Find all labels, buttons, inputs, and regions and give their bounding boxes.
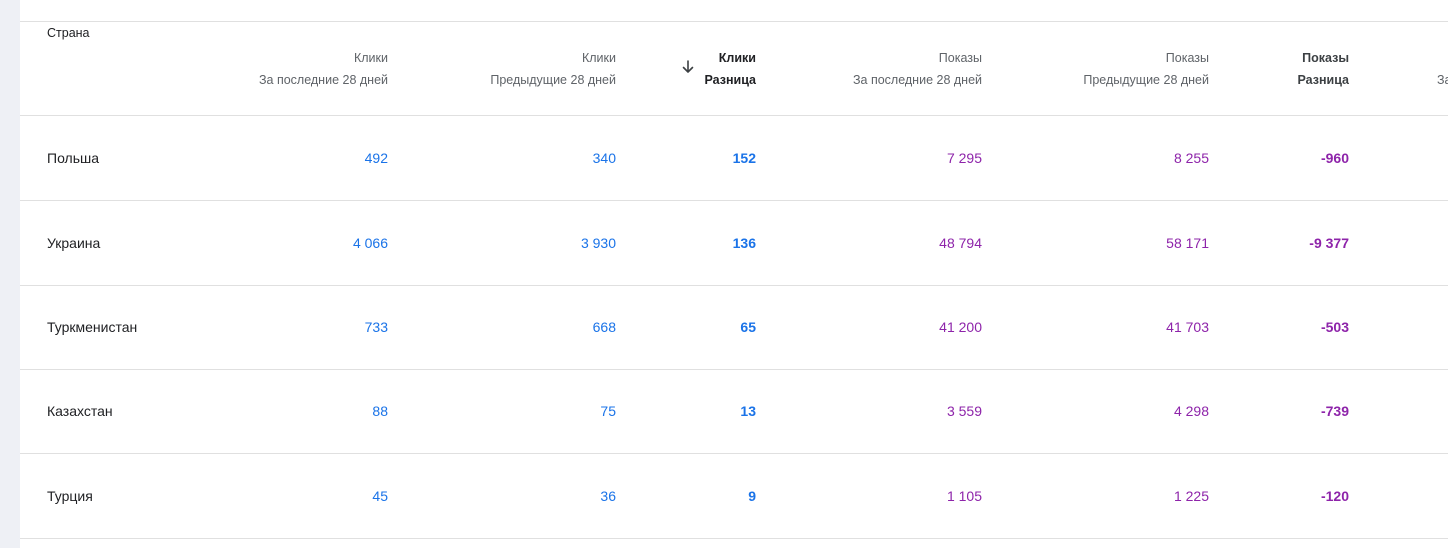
header-clicks-last-28[interactable]: Клики За последние 28 дней	[258, 50, 388, 87]
divider	[20, 21, 1448, 22]
impressions-last-value: 1 105	[946, 488, 982, 504]
clicks-diff-value: 136	[732, 235, 756, 251]
impressions-last-value: 41 200	[939, 319, 982, 335]
clicks-diff-value: 9	[748, 488, 756, 504]
clicks-last-value: 733	[364, 319, 388, 335]
header-impressions-diff[interactable]: Показы Разница	[1297, 50, 1349, 87]
table-row[interactable]: Украина 4 066 3 930 136 48 794 58 171 -9…	[20, 201, 1448, 286]
header-clicks-prev-28[interactable]: Клики Предыдущие 28 дней	[490, 50, 616, 87]
clicks-prev-value: 36	[600, 488, 616, 504]
impressions-diff-value: -739	[1320, 403, 1349, 419]
clicks-last-value: 4 066	[352, 235, 388, 251]
header-impressions-prev-28[interactable]: Показы Предыдущие 28 дней	[1083, 50, 1209, 87]
impressions-prev-value: 41 703	[1166, 319, 1209, 335]
clicks-last-value: 492	[364, 150, 388, 166]
impressions-last-value: 3 559	[946, 403, 982, 419]
clicks-last-value: 45	[372, 488, 388, 504]
impressions-prev-value: 8 255	[1173, 150, 1209, 166]
impressions-last-value: 7 295	[946, 150, 982, 166]
table-header: Страна Клики За последние 28 дней Клики …	[20, 22, 1448, 116]
table-row[interactable]: Казахстан 88 75 13 3 559 4 298 -739	[20, 369, 1448, 454]
impressions-diff-value: -503	[1320, 319, 1349, 335]
impressions-diff-value: -9 377	[1309, 235, 1349, 251]
clicks-prev-value: 3 930	[580, 235, 616, 251]
clicks-diff-value: 13	[740, 403, 756, 419]
clicks-prev-value: 75	[600, 403, 616, 419]
country-name: Туркменистан	[47, 319, 138, 335]
clicks-diff-value: 65	[740, 319, 756, 335]
header-country[interactable]: Страна	[47, 26, 90, 40]
clicks-prev-value: 340	[592, 150, 616, 166]
table-row[interactable]: Турция 45 36 9 1 105 1 225 -120	[20, 454, 1448, 539]
impressions-prev-value: 1 225	[1173, 488, 1209, 504]
clicks-diff-value: 152	[732, 150, 756, 166]
country-table-panel: Страна Клики За последние 28 дней Клики …	[20, 0, 1448, 548]
table-row[interactable]: Польша 492 340 152 7 295 8 255 -960	[20, 116, 1448, 201]
impressions-prev-value: 4 298	[1173, 403, 1209, 419]
arrow-down-icon[interactable]	[681, 59, 695, 75]
table-row[interactable]: Туркменистан 733 668 65 41 200 41 703 -5…	[20, 285, 1448, 370]
impressions-diff-value: -120	[1320, 488, 1349, 504]
clicks-last-value: 88	[372, 403, 388, 419]
country-name: Казахстан	[47, 403, 113, 419]
header-clicks-diff[interactable]: Клики Разница	[704, 50, 756, 87]
country-name: Турция	[47, 488, 93, 504]
clicks-prev-value: 668	[592, 319, 616, 335]
impressions-prev-value: 58 171	[1166, 235, 1209, 251]
impressions-diff-value: -960	[1320, 150, 1349, 166]
left-sidebar-strip	[0, 0, 20, 548]
country-name: Польша	[47, 150, 100, 166]
country-name: Украина	[47, 235, 101, 251]
impressions-last-value: 48 794	[939, 235, 982, 251]
header-next-column-cut[interactable]: За	[1437, 72, 1448, 87]
header-impressions-last-28[interactable]: Показы За последние 28 дней	[852, 50, 982, 87]
